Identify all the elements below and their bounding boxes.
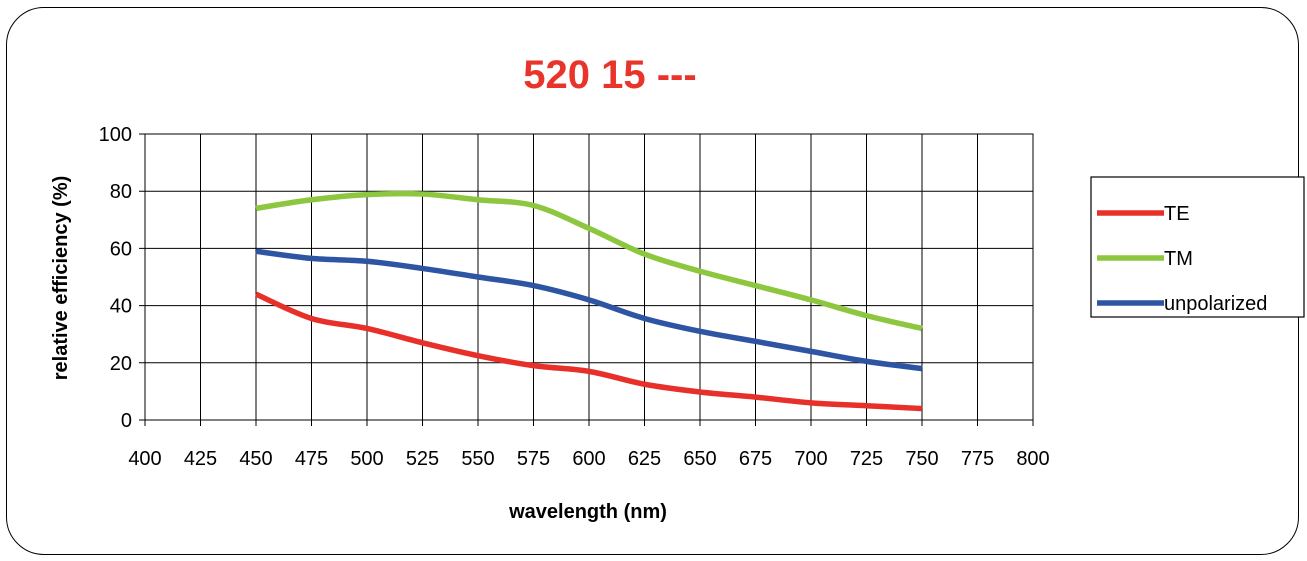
x-tick-label: 700 — [794, 448, 827, 470]
x-tick-label: 500 — [350, 448, 383, 470]
legend-label: TM — [1164, 248, 1193, 270]
x-tick-label: 775 — [961, 448, 994, 470]
x-tick-label: 425 — [184, 448, 217, 470]
x-tick-label: 675 — [739, 448, 772, 470]
x-tick-label: 650 — [683, 448, 716, 470]
x-tick-label: 400 — [128, 448, 161, 470]
x-tick-label: 800 — [1016, 448, 1049, 470]
y-axis-title: relative efficiency (%) — [50, 176, 72, 381]
x-tick-label: 450 — [239, 448, 272, 470]
legend-label: unpolarized — [1164, 293, 1267, 315]
x-tick-label: 525 — [406, 448, 439, 470]
x-tick-label: 725 — [850, 448, 883, 470]
y-tick-labels: 0 20 40 60 80 100 — [99, 124, 132, 432]
y-tick-label: 20 — [110, 353, 132, 375]
plot-area — [144, 133, 1034, 421]
series-line-te — [254, 291, 923, 412]
x-tick-label: 625 — [628, 448, 661, 470]
series-line-unpolarized — [255, 248, 923, 372]
legend-items: TE TM unpolarized — [1097, 203, 1267, 315]
x-tick-labels: 400 425 450 475 500 525 550 575 600 625 650 675 700 7… — [128, 448, 1049, 470]
x-tick-label: 750 — [905, 448, 938, 470]
x-tick-label: 475 — [295, 448, 328, 470]
y-tick-label: 80 — [110, 181, 132, 203]
y-tick-label: 0 — [121, 410, 132, 432]
series-line-tm — [255, 190, 923, 332]
x-tick-label: 600 — [572, 448, 605, 470]
x-tick-label: 575 — [517, 448, 550, 470]
series-layer — [254, 190, 923, 412]
legend-label: TE — [1164, 203, 1190, 225]
y-tick-label: 100 — [99, 124, 132, 146]
grid — [139, 133, 1034, 426]
legend — [1090, 176, 1305, 318]
chart-title: 520 15 --- — [523, 53, 696, 97]
x-tick-label: 550 — [461, 448, 494, 470]
x-axis-title: wavelength (nm) — [508, 501, 667, 523]
y-tick-label: 60 — [110, 238, 132, 260]
y-tick-label: 40 — [110, 296, 132, 318]
